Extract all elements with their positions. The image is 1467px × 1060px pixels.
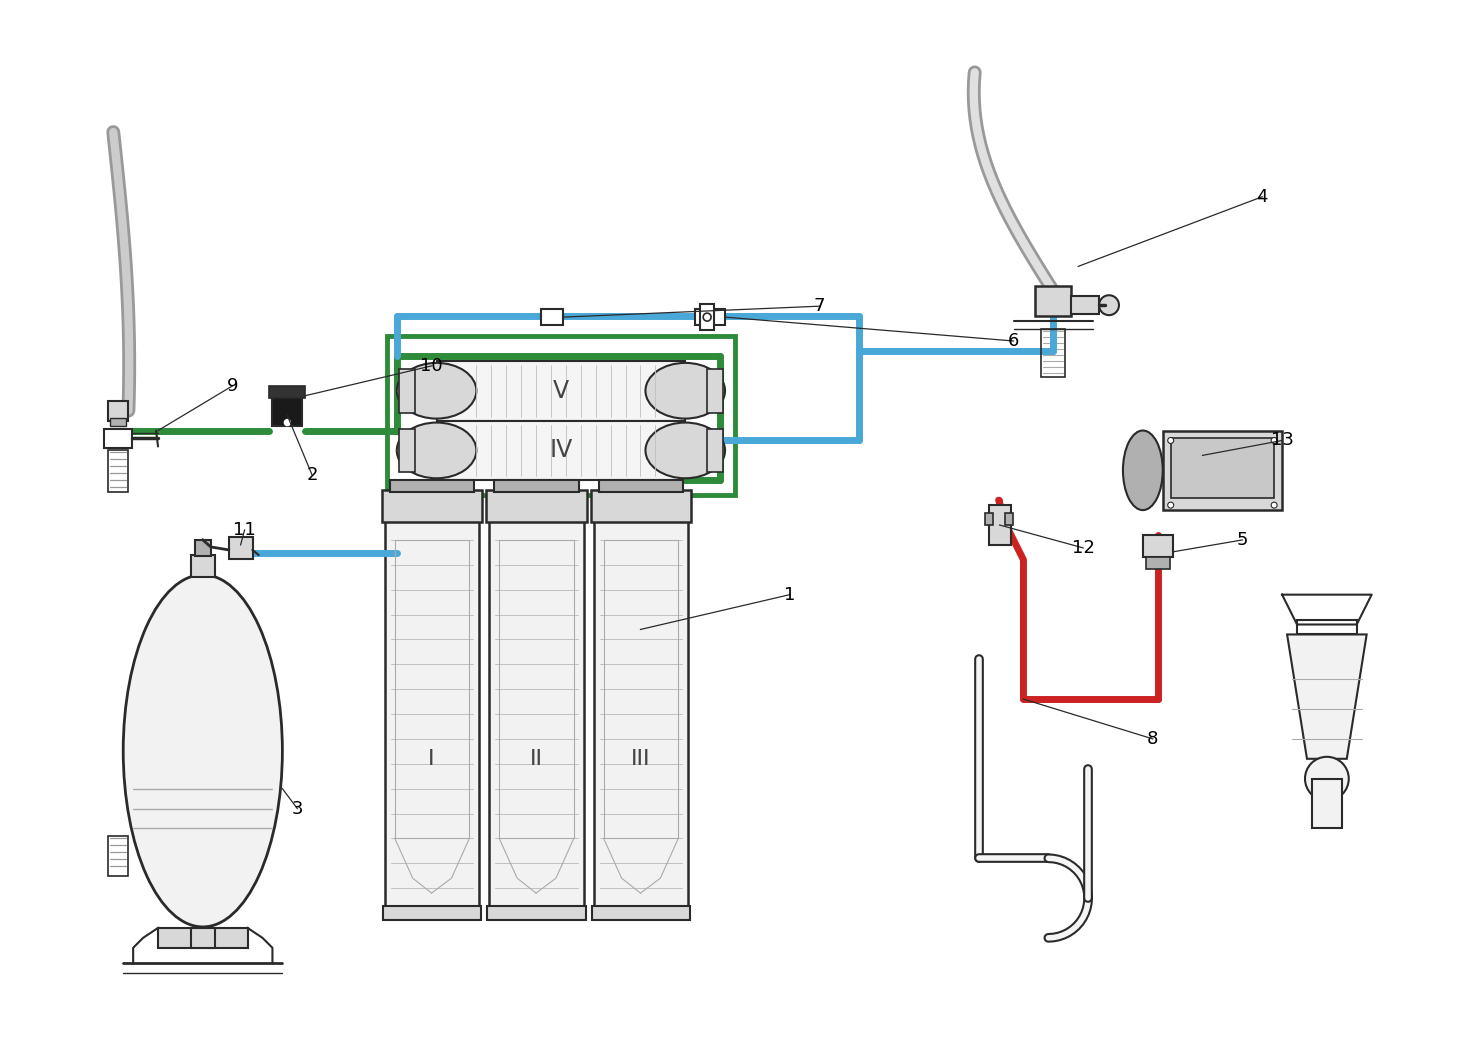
Ellipse shape xyxy=(645,363,725,419)
Bar xyxy=(399,369,415,412)
Bar xyxy=(984,513,993,525)
Bar xyxy=(1143,535,1172,556)
Bar xyxy=(707,369,723,412)
Text: 11: 11 xyxy=(233,522,255,538)
Text: IV: IV xyxy=(549,439,572,462)
Text: 6: 6 xyxy=(1008,332,1020,350)
Bar xyxy=(229,537,252,559)
Bar xyxy=(594,520,688,908)
Bar xyxy=(1036,286,1071,316)
Bar xyxy=(1042,329,1065,376)
Bar xyxy=(599,480,684,492)
Bar xyxy=(1297,619,1357,635)
Bar xyxy=(383,906,481,920)
Text: 12: 12 xyxy=(1072,538,1094,556)
Ellipse shape xyxy=(396,423,477,478)
Circle shape xyxy=(285,420,290,425)
Text: 2: 2 xyxy=(307,466,318,484)
Text: 3: 3 xyxy=(292,799,304,817)
Ellipse shape xyxy=(1306,757,1348,800)
Circle shape xyxy=(1272,502,1278,508)
Bar xyxy=(707,428,723,473)
Text: 7: 7 xyxy=(814,297,826,315)
Bar xyxy=(1311,779,1342,829)
Circle shape xyxy=(1272,438,1278,443)
Text: 5: 5 xyxy=(1237,531,1248,549)
Bar xyxy=(384,520,480,908)
Bar xyxy=(494,480,579,492)
Bar xyxy=(191,554,214,577)
Bar xyxy=(390,480,474,492)
Text: 9: 9 xyxy=(227,376,239,394)
Bar xyxy=(195,540,211,555)
Bar xyxy=(604,540,678,838)
Bar xyxy=(499,540,574,838)
Bar xyxy=(270,386,305,398)
Bar xyxy=(1171,439,1275,498)
Text: 8: 8 xyxy=(1147,730,1159,748)
Bar xyxy=(387,336,735,495)
Bar xyxy=(109,401,128,421)
Ellipse shape xyxy=(396,363,477,419)
Circle shape xyxy=(1168,502,1174,508)
Text: 10: 10 xyxy=(420,357,443,375)
Text: 1: 1 xyxy=(783,586,795,603)
Text: I: I xyxy=(428,748,434,768)
Bar xyxy=(486,490,587,522)
Bar xyxy=(591,490,691,522)
Ellipse shape xyxy=(123,575,282,926)
Bar xyxy=(1146,556,1169,569)
Text: II: II xyxy=(530,748,543,768)
Text: 13: 13 xyxy=(1270,431,1294,449)
Bar xyxy=(695,310,725,325)
Polygon shape xyxy=(1287,635,1367,759)
Text: V: V xyxy=(553,378,569,403)
Bar xyxy=(109,450,128,492)
Ellipse shape xyxy=(1122,430,1163,510)
Bar xyxy=(399,428,415,473)
Text: 4: 4 xyxy=(1256,188,1267,206)
Bar xyxy=(273,395,302,425)
Circle shape xyxy=(1099,296,1119,315)
Bar xyxy=(700,304,714,330)
Ellipse shape xyxy=(645,423,725,478)
Bar xyxy=(395,540,469,838)
Bar xyxy=(1005,513,1012,525)
Bar xyxy=(437,421,685,480)
Bar xyxy=(381,490,483,522)
Bar xyxy=(490,520,584,908)
Bar xyxy=(437,360,685,421)
Bar xyxy=(191,928,214,948)
Bar xyxy=(110,418,126,425)
Bar xyxy=(487,906,585,920)
Circle shape xyxy=(1168,438,1174,443)
Bar xyxy=(1071,296,1099,314)
Bar xyxy=(989,506,1011,545)
Bar xyxy=(541,310,563,325)
Bar xyxy=(158,928,248,948)
Bar xyxy=(104,428,132,448)
Text: III: III xyxy=(631,748,650,768)
Bar xyxy=(1163,430,1282,510)
Bar xyxy=(591,906,691,920)
Bar xyxy=(109,836,128,877)
